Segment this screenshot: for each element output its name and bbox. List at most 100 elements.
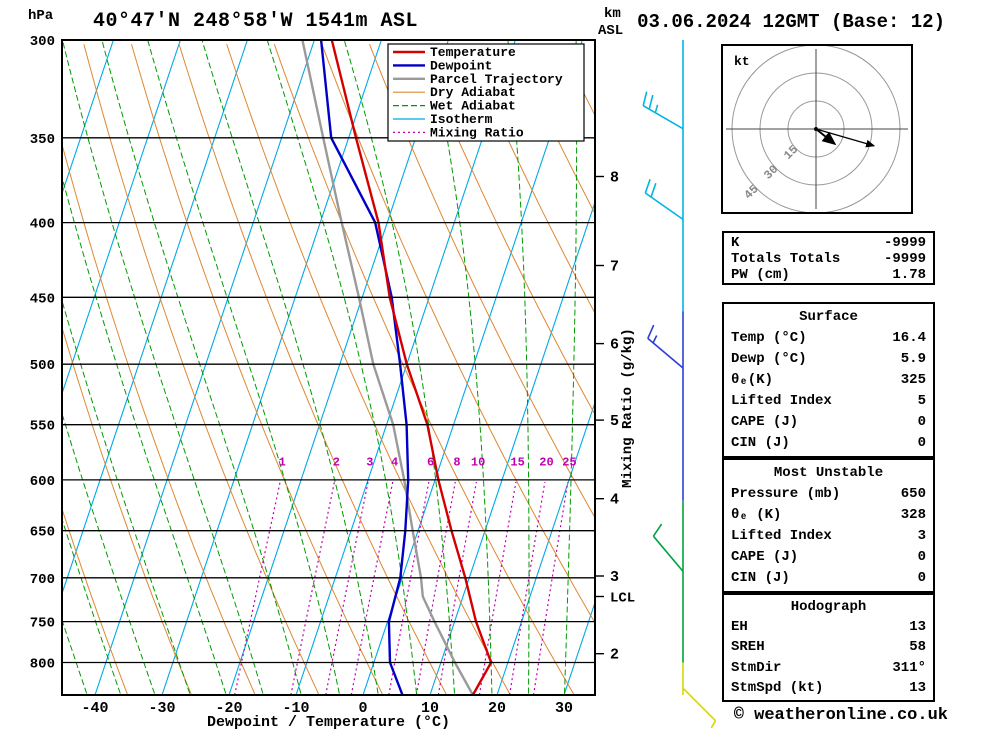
dry-adiabat-line <box>178 44 448 695</box>
pressure-tick-label: 450 <box>30 291 55 307</box>
table-row: SREH 58 <box>731 639 926 655</box>
legend-label: Parcel Trajectory <box>430 72 563 87</box>
table-title: Hodograph <box>790 599 867 616</box>
row-value: 0 <box>917 549 926 566</box>
row-label: CAPE (J) <box>731 414 799 431</box>
pressure-tick-label: 750 <box>30 616 55 632</box>
dry-adiabat-line <box>62 507 129 695</box>
mixing-ratio-label: 1 <box>279 456 286 470</box>
plot-border <box>61 39 596 696</box>
temp-tick-label: 0 <box>358 700 367 717</box>
temp-tick-label: -30 <box>148 700 175 717</box>
temp-tick-label: -10 <box>282 700 309 717</box>
page-title: 40°47'N 248°58'W 1541m ASL <box>93 10 419 33</box>
mixing-ratio-line <box>325 481 369 695</box>
dry-adiabat-line <box>273 44 575 695</box>
row-label: Totals Totals <box>731 251 841 267</box>
row-value: 5 <box>917 393 926 410</box>
mixing-ratio-line <box>415 481 456 695</box>
dry-adiabat-line <box>62 142 256 695</box>
row-value: 5.9 <box>900 350 926 367</box>
pressure-tick-label: 400 <box>30 217 55 233</box>
table-row: CAPE (J) 0 <box>731 549 926 565</box>
row-value: 0 <box>917 414 926 431</box>
table-row: θₑ(K) 325 <box>731 372 926 388</box>
km-tick-label: 3 <box>610 569 619 586</box>
isotherm-line <box>295 40 516 695</box>
wet-adiabat-line <box>507 40 530 694</box>
row-value: 3 <box>917 528 926 545</box>
stats-table-hodograph: Hodograph EH 13 SREH 58 StmDir 311° StmSpd (kt)… <box>722 593 935 702</box>
altitude-axis-km-label: km <box>604 6 621 22</box>
pressure-tick-label: 500 <box>30 358 55 374</box>
row-label: K <box>731 235 740 251</box>
row-label: CIN (J) <box>731 435 790 452</box>
dry-adiabat-line <box>226 44 511 695</box>
wind-barb-icon <box>647 324 684 369</box>
row-value: -9999 <box>883 235 926 251</box>
row-label: StmSpd (kt) <box>731 679 824 696</box>
row-value: 328 <box>900 506 926 523</box>
dry-adiabat-line <box>369 44 595 519</box>
temp-tick-label: 10 <box>421 700 439 717</box>
table-row: Dewp (°C) 5.9 <box>731 351 926 367</box>
table-row: StmSpd (kt) 13 <box>731 680 926 696</box>
altitude-axis-asl-label: ASL <box>598 23 624 39</box>
dry-adiabat-line <box>131 44 384 695</box>
chart-datetime: 03.06.2024 12GMT (Base: 12) <box>637 11 945 33</box>
temperature-curve <box>330 40 493 695</box>
dewpoint-curve <box>319 40 410 695</box>
pressure-axis-unit-label: hPa <box>28 8 54 24</box>
row-value: -9999 <box>883 251 926 267</box>
mixing-ratio-line <box>437 481 477 695</box>
dry-adiabat-line <box>83 44 320 695</box>
row-label: θₑ(K) <box>731 371 774 388</box>
legend-label: Temperature <box>430 45 516 60</box>
row-value: 0 <box>917 435 926 452</box>
row-value: 0 <box>917 570 926 587</box>
isotherm-line <box>62 40 248 596</box>
table-row: Pressure (mb) 650 <box>731 486 926 502</box>
dry-adiabat-line <box>511 43 595 215</box>
pressure-tick-label: 350 <box>30 132 55 148</box>
pressure-tick-label: 550 <box>30 419 55 435</box>
isotherm-line <box>62 40 114 196</box>
wet-adiabat-line <box>0 40 21 694</box>
dry-adiabat-line <box>464 44 595 315</box>
km-tick-label: 2 <box>610 647 619 664</box>
row-label: Lifted Index <box>731 528 832 545</box>
km-tick-label: 5 <box>610 413 619 430</box>
table-row: EH 13 <box>731 619 926 635</box>
row-label: Pressure (mb) <box>731 485 841 502</box>
legend-label: Isotherm <box>430 112 493 127</box>
mixing-ratio-label: 2 <box>333 456 340 470</box>
mixing-ratio-label: 3 <box>366 456 373 470</box>
legend-label: Wet Adiabat <box>430 99 516 114</box>
table-row: Totals Totals -9999 <box>731 251 926 267</box>
stats-table-surface: Surface Temp (°C) 16.4 Dewp (°C) 5.9 θₑ(K) 325… <box>722 302 935 458</box>
wind-barb-icon <box>642 91 684 130</box>
storm-motion-vector <box>815 128 837 146</box>
table-row: Lifted Index 3 <box>731 528 926 544</box>
mixing-ratio-line <box>234 481 281 695</box>
row-value: 13 <box>909 619 926 636</box>
legend-label: Dewpoint <box>430 58 492 73</box>
stats-table-indices: K -9999 Totals Totals -9999 PW (cm) 1.78 <box>722 231 935 285</box>
wind-barb-icon <box>644 179 684 221</box>
dry-adiabat-line <box>62 325 192 695</box>
mixing-ratio-label: 8 <box>453 456 460 470</box>
mixing-ratio-label: 15 <box>510 456 524 470</box>
copyright: © weatheronline.co.uk <box>733 706 948 725</box>
isotherm-line <box>62 40 181 396</box>
pressure-tick-label: 800 <box>30 657 55 673</box>
mixing-ratio-line <box>388 481 430 695</box>
pressure-tick-label: 600 <box>30 474 55 490</box>
row-label: Temp (°C) <box>731 329 807 346</box>
table-row: CAPE (J) 0 <box>731 414 926 430</box>
legend-label: Mixing Ratio <box>430 125 524 140</box>
table-row: PW (cm) 1.78 <box>731 267 926 283</box>
row-label: Dewp (°C) <box>731 350 807 367</box>
row-value: 325 <box>900 371 926 388</box>
